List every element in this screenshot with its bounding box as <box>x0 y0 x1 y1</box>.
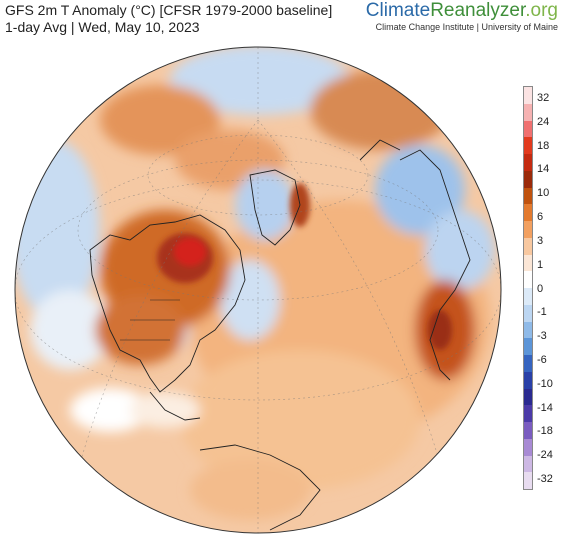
colorbar-segment <box>524 288 532 305</box>
colorbar-segment <box>524 472 532 489</box>
brand-name-part2: Reanalyzer <box>430 0 526 21</box>
colorbar-label: 1 <box>537 258 544 271</box>
globe-outline <box>14 46 502 534</box>
colorbar-label: 0 <box>537 282 544 295</box>
brand-name-part3: .org <box>525 0 558 21</box>
colorbar-label: 10 <box>537 187 550 200</box>
colorbar-segment <box>524 405 532 422</box>
colorbar-label: -10 <box>537 377 553 390</box>
colorbar-segment <box>524 338 532 355</box>
colorbar-label: -6 <box>537 353 547 366</box>
colorbar-segment <box>524 170 532 188</box>
colorbar-segment <box>524 455 532 473</box>
colorbar-segment <box>524 87 532 104</box>
colorbar-segment <box>524 204 532 221</box>
colorbar-segment <box>524 438 532 456</box>
colorbar-segment <box>524 271 532 288</box>
colorbar-segment <box>524 422 532 439</box>
colorbar <box>523 86 533 490</box>
colorbar-label: 6 <box>537 211 544 224</box>
colorbar-label: -14 <box>537 401 553 414</box>
map-subtitle: 1-day Avg | Wed, May 10, 2023 <box>5 19 200 35</box>
map-title: GFS 2m T Anomaly (°C) [CFSR 1979-2000 ba… <box>5 2 333 18</box>
colorbar-label: 24 <box>537 115 550 128</box>
colorbar-label: 14 <box>537 163 550 176</box>
colorbar-label: 3 <box>537 234 544 247</box>
colorbar-label: -24 <box>537 449 553 462</box>
brand-block[interactable]: ClimateReanalyzer.org Climate Change Ins… <box>366 0 558 32</box>
brand-affiliation: Climate Change Institute | University of… <box>375 22 558 32</box>
colorbar-segment <box>524 120 532 138</box>
colorbar-segment <box>524 237 532 255</box>
colorbar-label: -32 <box>537 473 553 485</box>
colorbar-segment <box>524 221 532 238</box>
colorbar-segment <box>524 371 532 389</box>
brand-name-part1: Climate <box>365 0 431 21</box>
colorbar-label: -3 <box>537 330 547 343</box>
colorbar-segment <box>524 187 532 205</box>
colorbar-label: 32 <box>537 92 550 104</box>
colorbar-segment <box>524 103 532 121</box>
colorbar-label: -1 <box>537 306 547 319</box>
colorbar-label: -18 <box>537 425 553 438</box>
colorbar-segment <box>524 355 532 372</box>
colorbar-segment <box>524 388 532 406</box>
colorbar-segment <box>524 254 532 272</box>
colorbar-label: 18 <box>537 139 550 152</box>
colorbar-segment <box>524 137 532 154</box>
colorbar-segment <box>524 304 532 322</box>
brand-logo[interactable]: ClimateReanalyzer.org <box>366 0 558 22</box>
colorbar-segment <box>524 154 532 171</box>
colorbar-segment <box>524 321 532 339</box>
